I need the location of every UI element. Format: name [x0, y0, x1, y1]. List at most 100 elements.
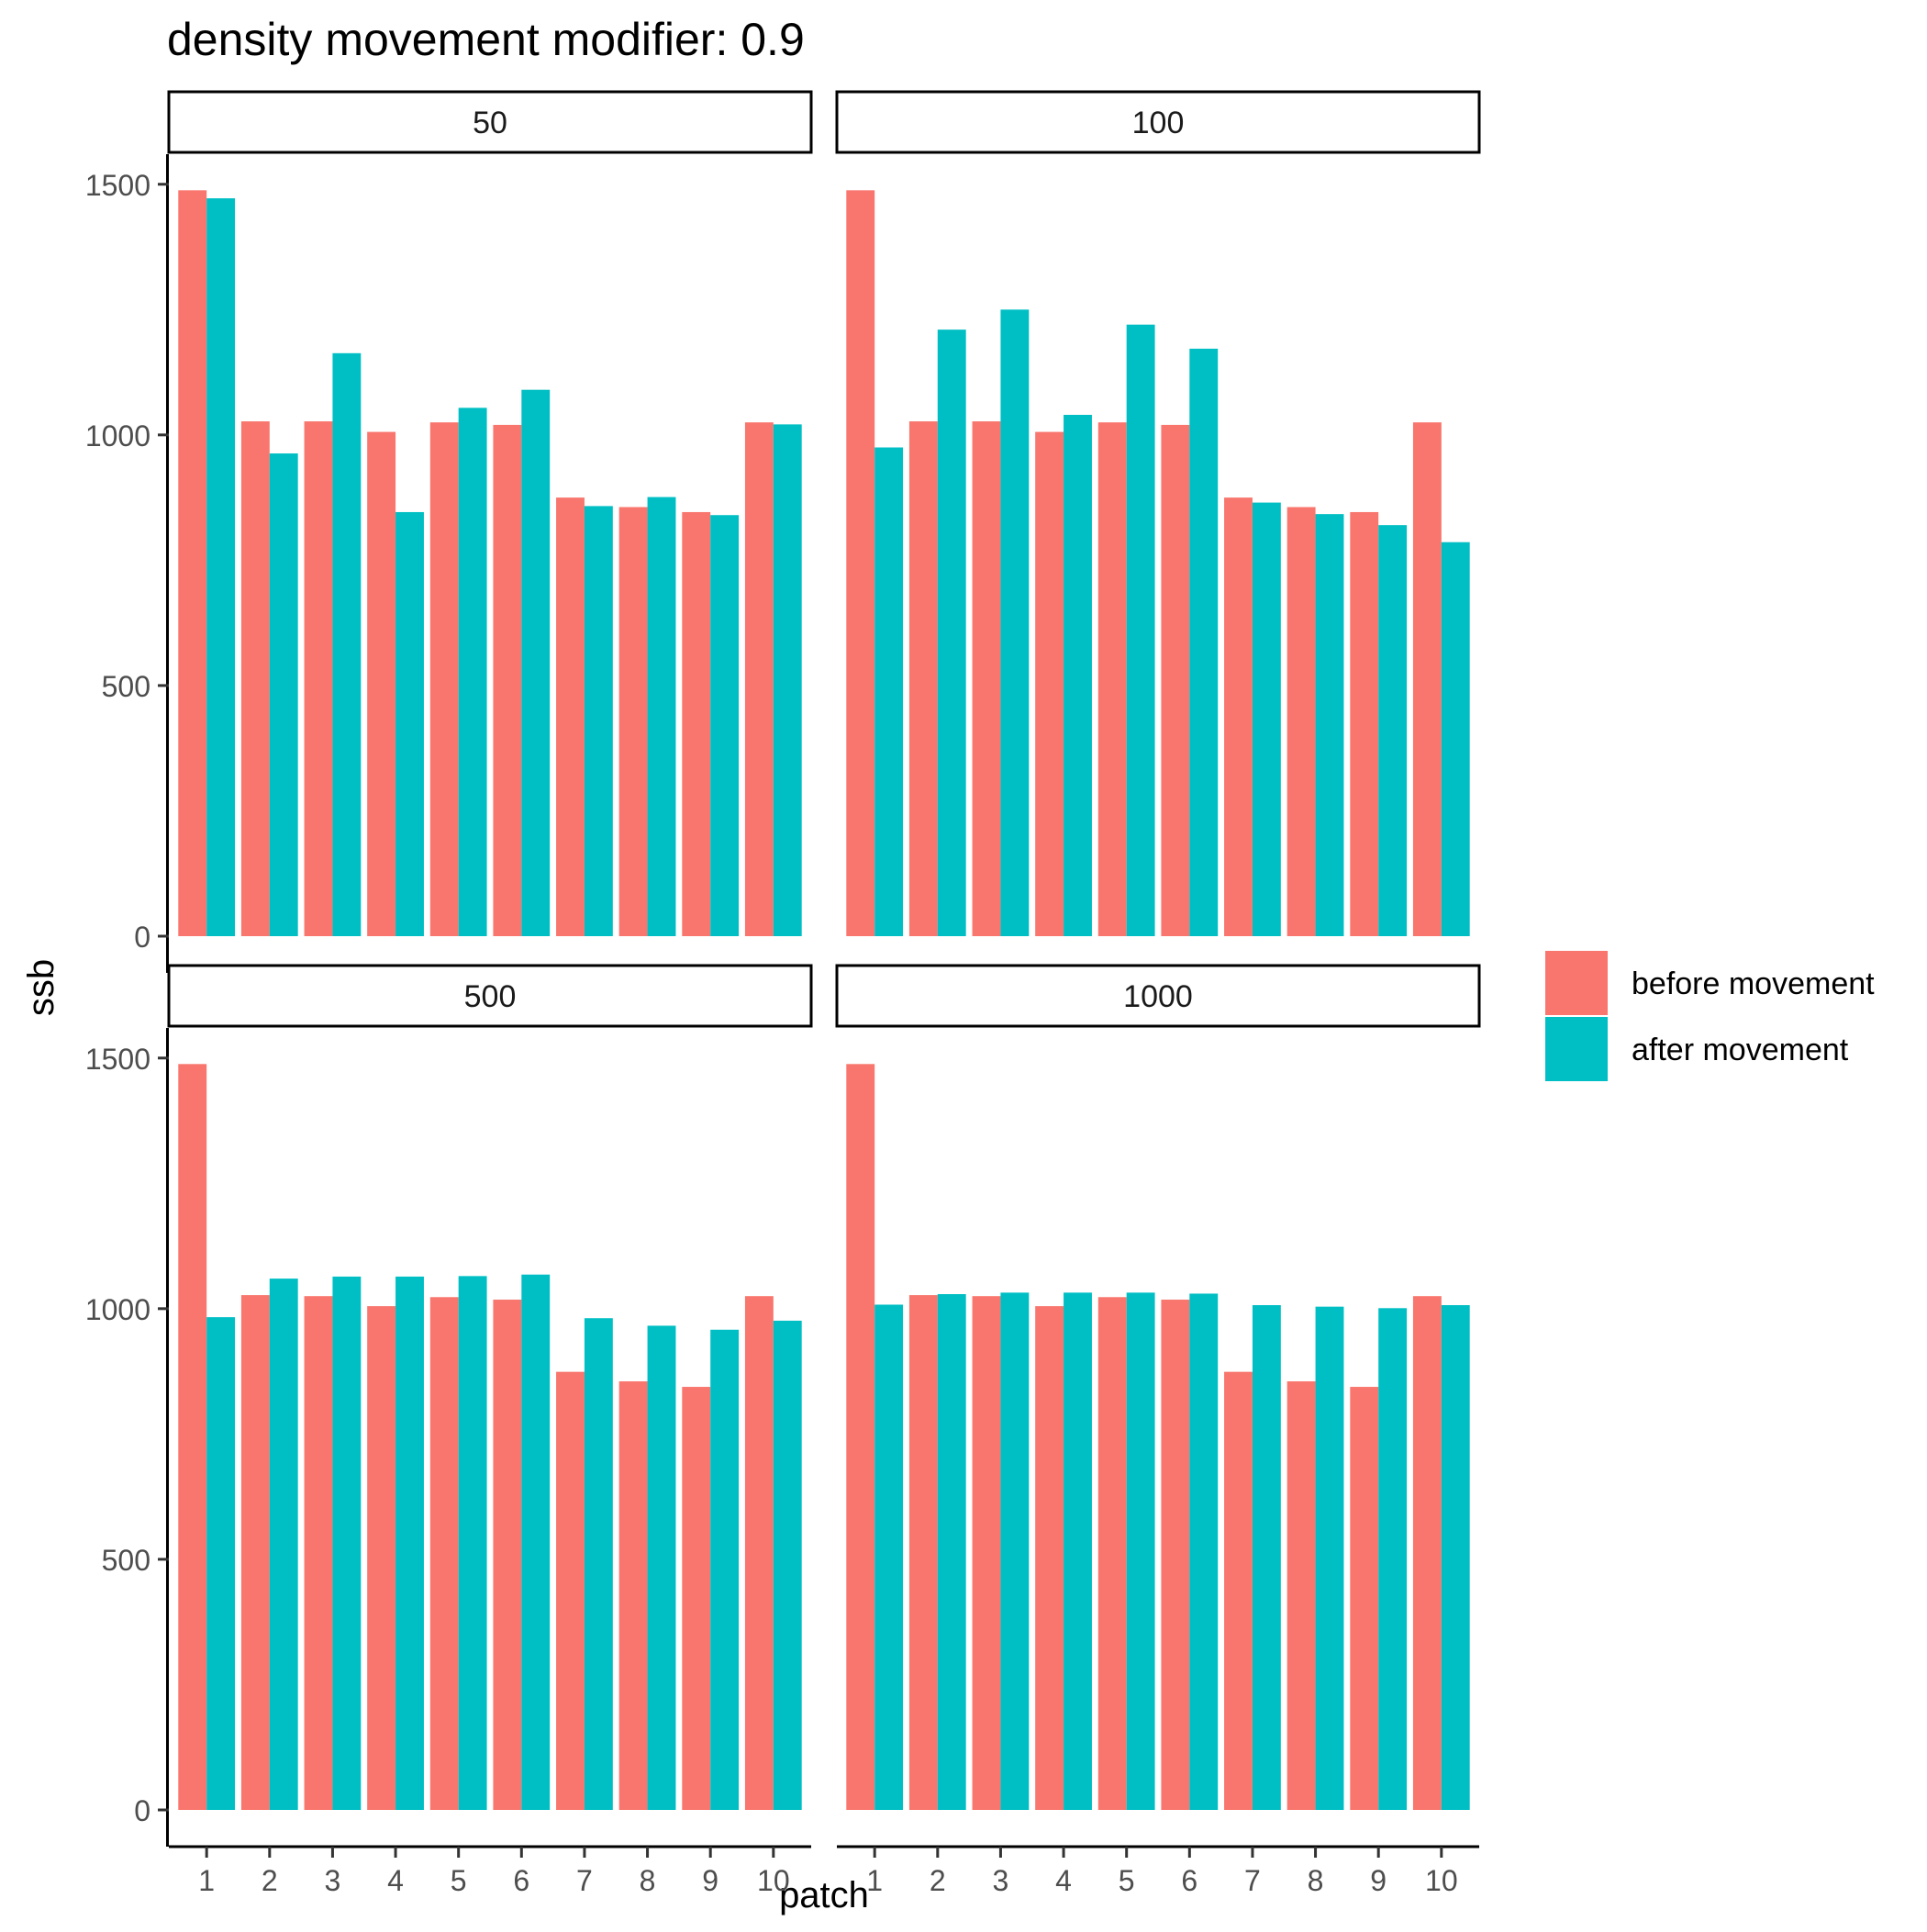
chart-title: density movement modifier: 0.9	[167, 14, 805, 65]
bar-before-patch-2	[240, 1295, 270, 1810]
bar-after-patch-1	[874, 447, 904, 936]
x-tick-label: 8	[1308, 1864, 1324, 1897]
bar-after-patch-5	[458, 1276, 487, 1810]
facet-strip	[167, 964, 813, 1028]
x-tick-label: 7	[576, 1864, 593, 1897]
bar-after-patch-7	[584, 1318, 613, 1810]
x-tick-label: 10	[757, 1864, 790, 1897]
x-tick-label: 8	[640, 1864, 656, 1897]
bar-after-patch-10	[1441, 1305, 1470, 1810]
legend-swatch	[1545, 951, 1608, 1015]
facet-strip-label: 500	[464, 979, 517, 1014]
bar-after-patch-2	[269, 453, 298, 936]
bar-before-patch-7	[1224, 1371, 1253, 1810]
bar-before-patch-9	[682, 511, 711, 936]
y-tick-label: 500	[102, 1544, 150, 1577]
bar-before-patch-1	[846, 1064, 875, 1810]
bar-after-patch-4	[1064, 1292, 1092, 1810]
bar-before-patch-3	[972, 1296, 1001, 1810]
bar-before-patch-10	[1412, 1296, 1442, 1810]
bar-before-patch-8	[1287, 507, 1316, 936]
x-axis-title: patch	[779, 1875, 869, 1915]
bar-before-patch-9	[1350, 511, 1379, 936]
bar-before-patch-3	[304, 1296, 333, 1810]
y-tick-label: 1000	[85, 419, 150, 452]
bar-after-patch-9	[710, 515, 740, 936]
y-tick-label: 1500	[85, 169, 150, 202]
bar-after-patch-3	[1000, 1292, 1030, 1810]
x-tick-label: 4	[1055, 1864, 1072, 1897]
bar-before-patch-8	[618, 507, 648, 936]
legend-item-before: before movement	[1545, 951, 1875, 1015]
bar-before-patch-3	[304, 421, 333, 937]
x-tick-label: 1	[198, 1864, 215, 1897]
x-tick-label: 10	[1425, 1864, 1458, 1897]
bar-after-patch-4	[395, 1276, 424, 1810]
bar-before-patch-10	[1412, 422, 1442, 936]
y-axis-title: ssb	[21, 959, 61, 1016]
bar-before-patch-3	[972, 421, 1001, 937]
bar-before-patch-6	[1161, 1300, 1190, 1810]
bar-after-patch-5	[458, 408, 487, 937]
y-tick-label: 1000	[85, 1293, 150, 1326]
x-tick-label: 4	[387, 1864, 404, 1897]
bar-after-patch-9	[1378, 1308, 1408, 1810]
y-tick-label: 0	[134, 921, 150, 954]
x-tick-label: 3	[993, 1864, 1009, 1897]
bar-after-patch-6	[521, 389, 551, 936]
bar-after-patch-8	[1315, 514, 1344, 936]
x-tick-label: 2	[262, 1864, 278, 1897]
bar-before-patch-4	[367, 1306, 396, 1810]
facet-panel-1000: 1000 1 2 3 4 5 6 7 8 9 10	[835, 964, 1481, 1897]
legend-item-after: after movement	[1545, 1017, 1849, 1081]
bar-after-patch-1	[874, 1304, 904, 1810]
bar-after-patch-4	[395, 511, 424, 936]
bar-after-patch-6	[521, 1274, 551, 1810]
bar-before-patch-6	[493, 1300, 522, 1810]
facet-strip	[835, 90, 1481, 154]
bar-after-patch-7	[1252, 1305, 1281, 1810]
bar-after-patch-3	[1000, 309, 1030, 936]
bar-after-patch-9	[1378, 525, 1408, 936]
x-tick-label: 9	[1370, 1864, 1387, 1897]
y-tick-label: 1500	[85, 1043, 150, 1076]
facet-strip-label: 50	[473, 106, 507, 140]
bar-before-patch-8	[1287, 1381, 1316, 1810]
bar-before-patch-4	[1035, 1306, 1064, 1810]
bar-after-patch-4	[1064, 415, 1092, 936]
x-tick-label: 5	[1119, 1864, 1135, 1897]
bar-before-patch-4	[367, 431, 396, 936]
y-tick-label: 0	[134, 1794, 150, 1827]
bar-before-patch-8	[618, 1381, 648, 1810]
bar-before-patch-2	[240, 421, 270, 937]
bar-before-patch-10	[744, 422, 774, 936]
bar-before-patch-4	[1035, 431, 1064, 936]
bar-after-patch-9	[710, 1329, 740, 1810]
bar-before-patch-7	[556, 497, 585, 936]
bar-before-patch-10	[744, 1296, 774, 1810]
bar-after-patch-3	[332, 1276, 362, 1810]
bar-after-patch-2	[937, 329, 966, 936]
bar-after-patch-7	[584, 506, 613, 936]
bar-after-patch-3	[332, 352, 362, 936]
bar-before-patch-7	[1224, 497, 1253, 936]
bar-after-patch-2	[937, 1294, 966, 1810]
facet-strip-label: 100	[1132, 106, 1185, 140]
bar-after-patch-8	[1315, 1306, 1344, 1810]
bar-before-patch-1	[846, 190, 875, 936]
bar-before-patch-5	[1097, 1297, 1127, 1810]
bar-after-patch-5	[1126, 324, 1155, 936]
bar-before-patch-1	[178, 190, 207, 936]
bar-after-patch-2	[269, 1279, 298, 1810]
bar-after-patch-8	[647, 1325, 676, 1810]
bar-before-patch-5	[1097, 422, 1127, 936]
facet-panel-500: 500 0 500 1000 1500 1 2 3 4 5 6 7 8 9 10	[85, 964, 813, 1897]
bar-before-patch-9	[1350, 1387, 1379, 1810]
bar-before-patch-1	[178, 1064, 207, 1810]
bar-after-patch-10	[773, 424, 802, 936]
bar-before-patch-6	[1161, 424, 1190, 936]
bar-after-patch-10	[1441, 542, 1470, 936]
